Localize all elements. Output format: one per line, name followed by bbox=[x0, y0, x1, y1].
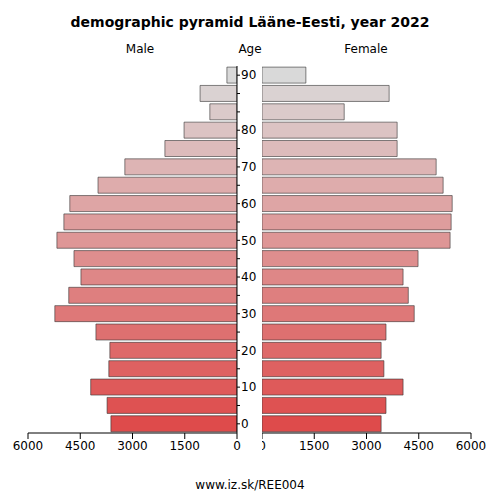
svg-text:60: 60 bbox=[241, 197, 256, 211]
svg-text:4500: 4500 bbox=[403, 439, 434, 453]
svg-text:80: 80 bbox=[241, 123, 256, 137]
svg-text:0: 0 bbox=[233, 439, 241, 453]
svg-text:90: 90 bbox=[241, 68, 256, 82]
svg-text:70: 70 bbox=[241, 160, 256, 174]
html-text:www.iz.sk/REE004: www.iz.sk/REE004 bbox=[195, 478, 305, 492]
svg-text:1500: 1500 bbox=[169, 439, 200, 453]
html-text:Female: Female bbox=[344, 42, 388, 56]
svg-text:50: 50 bbox=[241, 234, 256, 248]
svg-text:20: 20 bbox=[241, 344, 256, 358]
svg-text:0: 0 bbox=[241, 417, 249, 431]
svg-text:10: 10 bbox=[241, 380, 256, 394]
svg-text:0: 0 bbox=[262, 439, 266, 453]
svg-text:30: 30 bbox=[241, 307, 256, 321]
html-text:demographic pyramid Lääne-Eest: demographic pyramid Lääne-Eesti, year 20… bbox=[70, 14, 430, 30]
svg-text:6000: 6000 bbox=[456, 439, 487, 453]
svg-text:6000: 6000 bbox=[13, 439, 44, 453]
html-text:Age: Age bbox=[238, 42, 262, 56]
svg-text:3000: 3000 bbox=[351, 439, 382, 453]
svg-text:1500: 1500 bbox=[299, 439, 330, 453]
svg-text:4500: 4500 bbox=[65, 439, 96, 453]
svg-text:40: 40 bbox=[241, 270, 256, 284]
html-text:Male: Male bbox=[125, 42, 155, 56]
svg-text:3000: 3000 bbox=[117, 439, 148, 453]
